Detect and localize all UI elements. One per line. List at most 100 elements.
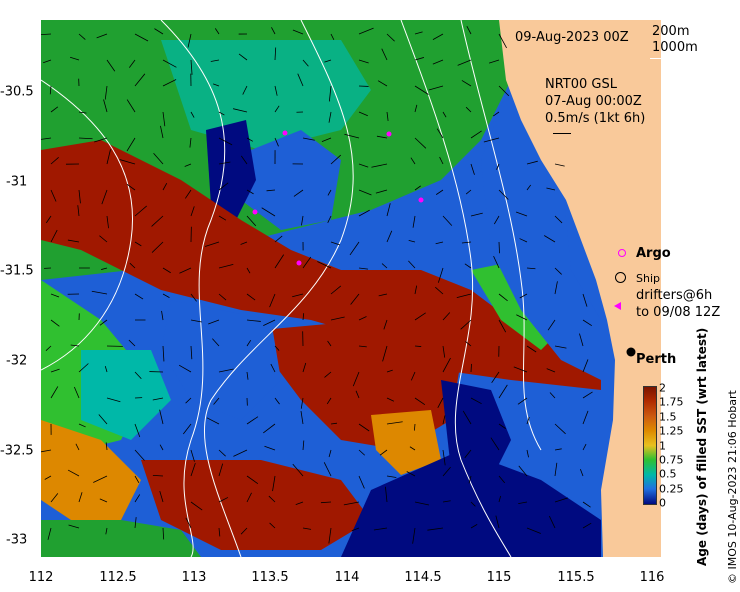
current-vector-arrow: [93, 475, 108, 483]
current-vector-arrow: [320, 501, 332, 504]
current-vector-arrow: [190, 59, 193, 75]
current-vector-arrow: [554, 215, 563, 224]
sst-region-blue-coast: [481, 80, 601, 380]
current-vector-arrow: [519, 238, 528, 243]
current-vector-arrow: [579, 333, 584, 347]
current-vector-arrow: [582, 391, 593, 399]
current-vector-arrow: [190, 449, 195, 462]
current-vector-arrow: [543, 235, 556, 243]
current-vector-arrow: [47, 527, 52, 540]
current-vector-arrow: [159, 444, 164, 451]
current-vector-arrow: [470, 397, 482, 405]
current-vector-arrow: [579, 469, 584, 477]
current-vector-arrow: [470, 363, 472, 373]
current-vector-arrow: [516, 314, 528, 321]
y-tick-label: -30.5: [0, 84, 34, 100]
current-vector-arrow: [161, 310, 164, 321]
sst-map[interactable]: [41, 20, 661, 557]
current-vector-arrow: [50, 386, 59, 399]
current-vector-arrow: [554, 345, 567, 349]
current-vector-arrow: [45, 215, 52, 224]
current-vector-arrow: [75, 443, 80, 451]
x-tick-label: 113: [181, 570, 207, 585]
current-vector-arrow: [582, 293, 588, 307]
current-vector-arrow: [409, 446, 416, 451]
current-vector-arrow: [295, 501, 304, 505]
current-vector-arrow: [292, 463, 304, 477]
current-vector-arrow: [67, 469, 80, 477]
current-vector-arrow: [381, 48, 388, 61]
ship-legend-label: Ship: [636, 272, 660, 285]
current-vector-arrow: [488, 59, 500, 64]
current-vector-arrow: [410, 157, 416, 165]
colorbar-tick: 1: [659, 439, 666, 453]
current-vector-arrow: [43, 59, 52, 64]
sst-region-blue-upper: [241, 130, 341, 230]
current-vector-arrow: [498, 423, 506, 429]
current-vector-arrow: [214, 28, 220, 35]
current-vector-arrow: [246, 137, 253, 142]
current-vector-arrow: [91, 290, 108, 295]
currents-scale-label: 0.5m/s (1kt 6h): [545, 111, 646, 126]
y-tick-label: -31.5: [0, 263, 34, 279]
currents-date-label: 07-Aug 00:00Z: [545, 94, 642, 109]
current-vector-arrow: [274, 105, 280, 113]
current-vector-arrow: [105, 527, 108, 535]
current-vector-arrow: [98, 414, 108, 425]
current-vector-arrow: [106, 397, 121, 403]
current-vector-arrow: [184, 163, 192, 167]
current-vector-arrow: [300, 397, 304, 409]
current-vector-arrow: [330, 316, 345, 321]
current-vector-arrow: [134, 423, 141, 438]
current-vector-arrow: [268, 495, 276, 503]
current-vector-arrow: [414, 501, 430, 506]
current-vector-arrow: [218, 368, 234, 373]
current-vector-arrow: [466, 26, 472, 35]
current-vector-arrow: [330, 33, 335, 40]
current-vector-arrow: [517, 397, 528, 405]
current-vector-arrow: [162, 267, 171, 274]
current-vector-arrow: [410, 371, 416, 381]
current-vector-arrow: [468, 475, 472, 484]
current-vector-arrow: [246, 492, 252, 503]
current-vector-arrow: [382, 345, 388, 362]
current-vector-arrow: [414, 397, 426, 406]
current-vector-arrow: [134, 517, 137, 529]
current-vector-arrow: [246, 189, 254, 195]
current-vector-arrow: [526, 184, 532, 191]
current-vector-arrow: [465, 106, 472, 113]
sst-region-green-south: [41, 520, 201, 557]
current-vector-arrow: [470, 524, 478, 529]
current-vector-arrow: [246, 215, 257, 227]
current-vector-arrow: [152, 474, 164, 477]
current-vector-arrow: [317, 261, 332, 269]
current-vector-arrow: [582, 410, 589, 425]
current-vector-arrow: [126, 99, 136, 113]
current-vector-arrow: [78, 363, 89, 373]
current-vector-arrow: [414, 285, 418, 295]
current-vector-arrow: [292, 293, 304, 298]
current-vector-arrow: [68, 524, 80, 529]
land-western-australia: [499, 20, 661, 557]
colorbar-tick: 1.25: [659, 424, 684, 438]
sst-field: [41, 20, 661, 557]
current-vector-arrow: [162, 59, 177, 68]
current-vector-arrow: [297, 73, 304, 87]
current-vector-arrow: [69, 56, 80, 61]
current-vector-arrow: [513, 366, 528, 373]
current-vector-arrow: [302, 137, 315, 141]
current-vector-arrow: [152, 397, 164, 401]
current-vector-arrow: [328, 449, 332, 458]
x-tick-label: 114: [334, 570, 360, 585]
current-vector-arrow: [435, 241, 444, 245]
current-vector-arrow: [554, 497, 569, 503]
current-vector-arrow: [134, 494, 141, 503]
current-vector-arrow: [73, 386, 80, 399]
current-vector-arrow: [182, 423, 192, 435]
current-vector-arrow: [184, 189, 192, 199]
current-vector-arrow: [546, 368, 556, 373]
y-tick-label: -32.5: [0, 443, 34, 459]
current-vector-arrow: [460, 319, 472, 330]
current-vector-arrow: [358, 59, 369, 64]
current-vector-arrow: [465, 189, 472, 195]
